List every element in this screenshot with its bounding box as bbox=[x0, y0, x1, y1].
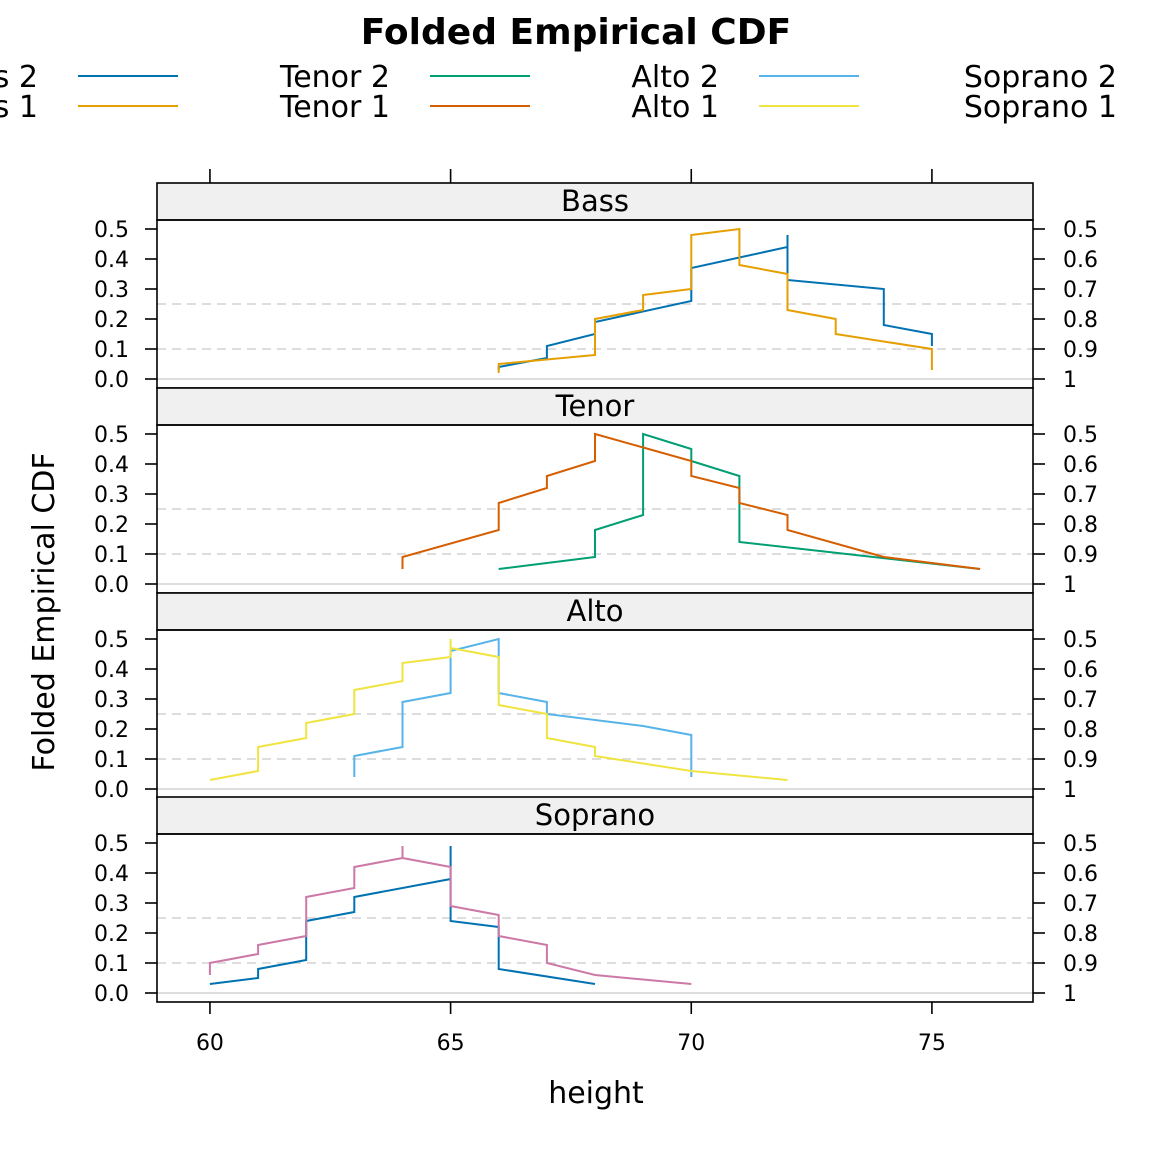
y-tick-label-right: 1 bbox=[1063, 573, 1077, 598]
y-tick-label-right: 0.9 bbox=[1063, 952, 1098, 977]
y-tick-label-left: 0.5 bbox=[94, 832, 129, 857]
y-tick-label-right: 0.7 bbox=[1063, 892, 1098, 917]
y-tick-label-left: 0.5 bbox=[94, 628, 129, 653]
y-tick-label-right: 0.9 bbox=[1063, 748, 1098, 773]
y-tick-label-right: 1 bbox=[1063, 778, 1077, 803]
y-tick-label-left: 0.0 bbox=[94, 778, 129, 803]
y-axis-label: Folded Empirical CDF bbox=[27, 452, 62, 771]
y-tick-label-left: 0.3 bbox=[94, 278, 129, 303]
strip-label-bass: Bass bbox=[561, 184, 629, 218]
panel-bass: Bass 0.0 1 0.1 0.9 0.2 0.8 0.3 0.7 0.4 0.6 0.5 0.5 bbox=[94, 182, 1098, 393]
panel-alto: Alto 0.0 1 0.1 0.9 0.2 0.8 0.3 0.7 0.4 0.6 0.5 0.5 bbox=[94, 592, 1098, 803]
series-line-alto-2 bbox=[353, 637, 693, 777]
y-tick-label-right: 0.5 bbox=[1063, 832, 1098, 857]
strip-label-alto: Alto bbox=[566, 594, 623, 628]
y-tick-label-right: 0.7 bbox=[1063, 483, 1098, 508]
y-tick-label-right: 0.7 bbox=[1063, 278, 1098, 303]
y-tick-label-left: 0.4 bbox=[94, 248, 129, 273]
legend-label-tenor-2: Tenor 2 bbox=[279, 60, 390, 95]
y-tick-label-left: 0.2 bbox=[94, 308, 129, 333]
strip-alto bbox=[156, 592, 1034, 631]
x-tick-label: 60 bbox=[196, 1031, 224, 1056]
legend-label-alto-1: Alto 1 bbox=[631, 90, 719, 125]
y-tick-label-left: 0.4 bbox=[94, 862, 129, 887]
y-tick-label-left: 0.3 bbox=[94, 483, 129, 508]
y-tick-label-right: 0.6 bbox=[1063, 658, 1098, 683]
y-tick-label-left: 0.4 bbox=[94, 453, 129, 478]
series-line-soprano-1 bbox=[208, 846, 692, 985]
y-tick-label-left: 0.1 bbox=[94, 543, 129, 568]
y-tick-label-right: 0.8 bbox=[1063, 513, 1098, 538]
y-tick-label-left: 0.0 bbox=[94, 368, 129, 393]
series-line-alto-1 bbox=[209, 639, 788, 781]
y-tick-label-left: 0.2 bbox=[94, 718, 129, 743]
y-tick-label-left: 0.5 bbox=[94, 218, 129, 243]
strip-label-tenor: Tenor bbox=[555, 389, 635, 423]
y-tick-label-right: 0.6 bbox=[1063, 453, 1098, 478]
y-tick-label-left: 0.1 bbox=[94, 952, 129, 977]
legend-label-bass-1: Bass 1 bbox=[0, 90, 38, 125]
y-tick-label-right: 1 bbox=[1063, 368, 1077, 393]
x-axis-label: height bbox=[548, 1076, 644, 1111]
y-tick-label-right: 0.6 bbox=[1063, 248, 1098, 273]
y-tick-label-right: 0.5 bbox=[1063, 218, 1098, 243]
y-tick-label-left: 0.1 bbox=[94, 338, 129, 363]
panel-tenor: Tenor 0.0 1 0.1 0.9 0.2 0.8 0.3 0.7 0.4 0.6 0.5 0.5 bbox=[94, 387, 1098, 598]
legend-label-soprano-1: Soprano 1 bbox=[964, 90, 1117, 125]
y-tick-label-right: 0.6 bbox=[1063, 862, 1098, 887]
y-tick-label-left: 0.3 bbox=[94, 892, 129, 917]
legend-label-bass-2: Bass 2 bbox=[0, 60, 38, 95]
x-tick-label: 70 bbox=[677, 1031, 705, 1056]
y-tick-label-right: 0.8 bbox=[1063, 922, 1098, 947]
y-tick-label-left: 0.3 bbox=[94, 688, 129, 713]
y-tick-label-right: 0.9 bbox=[1063, 338, 1098, 363]
y-tick-label-right: 0.7 bbox=[1063, 688, 1098, 713]
y-tick-label-right: 0.8 bbox=[1063, 718, 1098, 743]
y-tick-label-left: 0.4 bbox=[94, 658, 129, 683]
panel-frame bbox=[156, 833, 1034, 1003]
y-tick-label-left: 0.2 bbox=[94, 922, 129, 947]
legend-label-tenor-1: Tenor 1 bbox=[279, 90, 390, 125]
y-tick-label-right: 0.9 bbox=[1063, 543, 1098, 568]
y-tick-label-right: 1 bbox=[1063, 982, 1077, 1007]
series-line-tenor-2 bbox=[498, 432, 981, 570]
strip-bass bbox=[156, 182, 1034, 221]
y-tick-label-right: 0.5 bbox=[1063, 423, 1098, 448]
y-tick-label-left: 0.0 bbox=[94, 573, 129, 598]
y-tick-label-right: 0.5 bbox=[1063, 628, 1098, 653]
x-tick-label: 75 bbox=[918, 1031, 946, 1056]
legend-label-alto-2: Alto 2 bbox=[631, 60, 719, 95]
panel-soprano: Soprano 0.0 1 0.1 0.9 0.2 0.8 0.3 0.7 0.4 0.6 0.5 0.… bbox=[94, 796, 1098, 1007]
series-line-bass-1 bbox=[497, 227, 933, 373]
y-tick-label-left: 0.2 bbox=[94, 513, 129, 538]
y-tick-label-right: 0.8 bbox=[1063, 308, 1098, 333]
legend-label-soprano-2: Soprano 2 bbox=[964, 60, 1117, 95]
strip-tenor bbox=[156, 387, 1034, 426]
strip-label-soprano: Soprano bbox=[535, 798, 655, 832]
x-axis: 60 65 70 75 bbox=[196, 169, 946, 1056]
x-tick-label: 65 bbox=[437, 1031, 465, 1056]
chart-title: Folded Empirical CDF bbox=[361, 12, 791, 53]
y-tick-label-left: 0.1 bbox=[94, 748, 129, 773]
y-tick-label-left: 0.0 bbox=[94, 982, 129, 1007]
series-line-tenor-1 bbox=[401, 432, 981, 570]
y-tick-label-left: 0.5 bbox=[94, 423, 129, 448]
